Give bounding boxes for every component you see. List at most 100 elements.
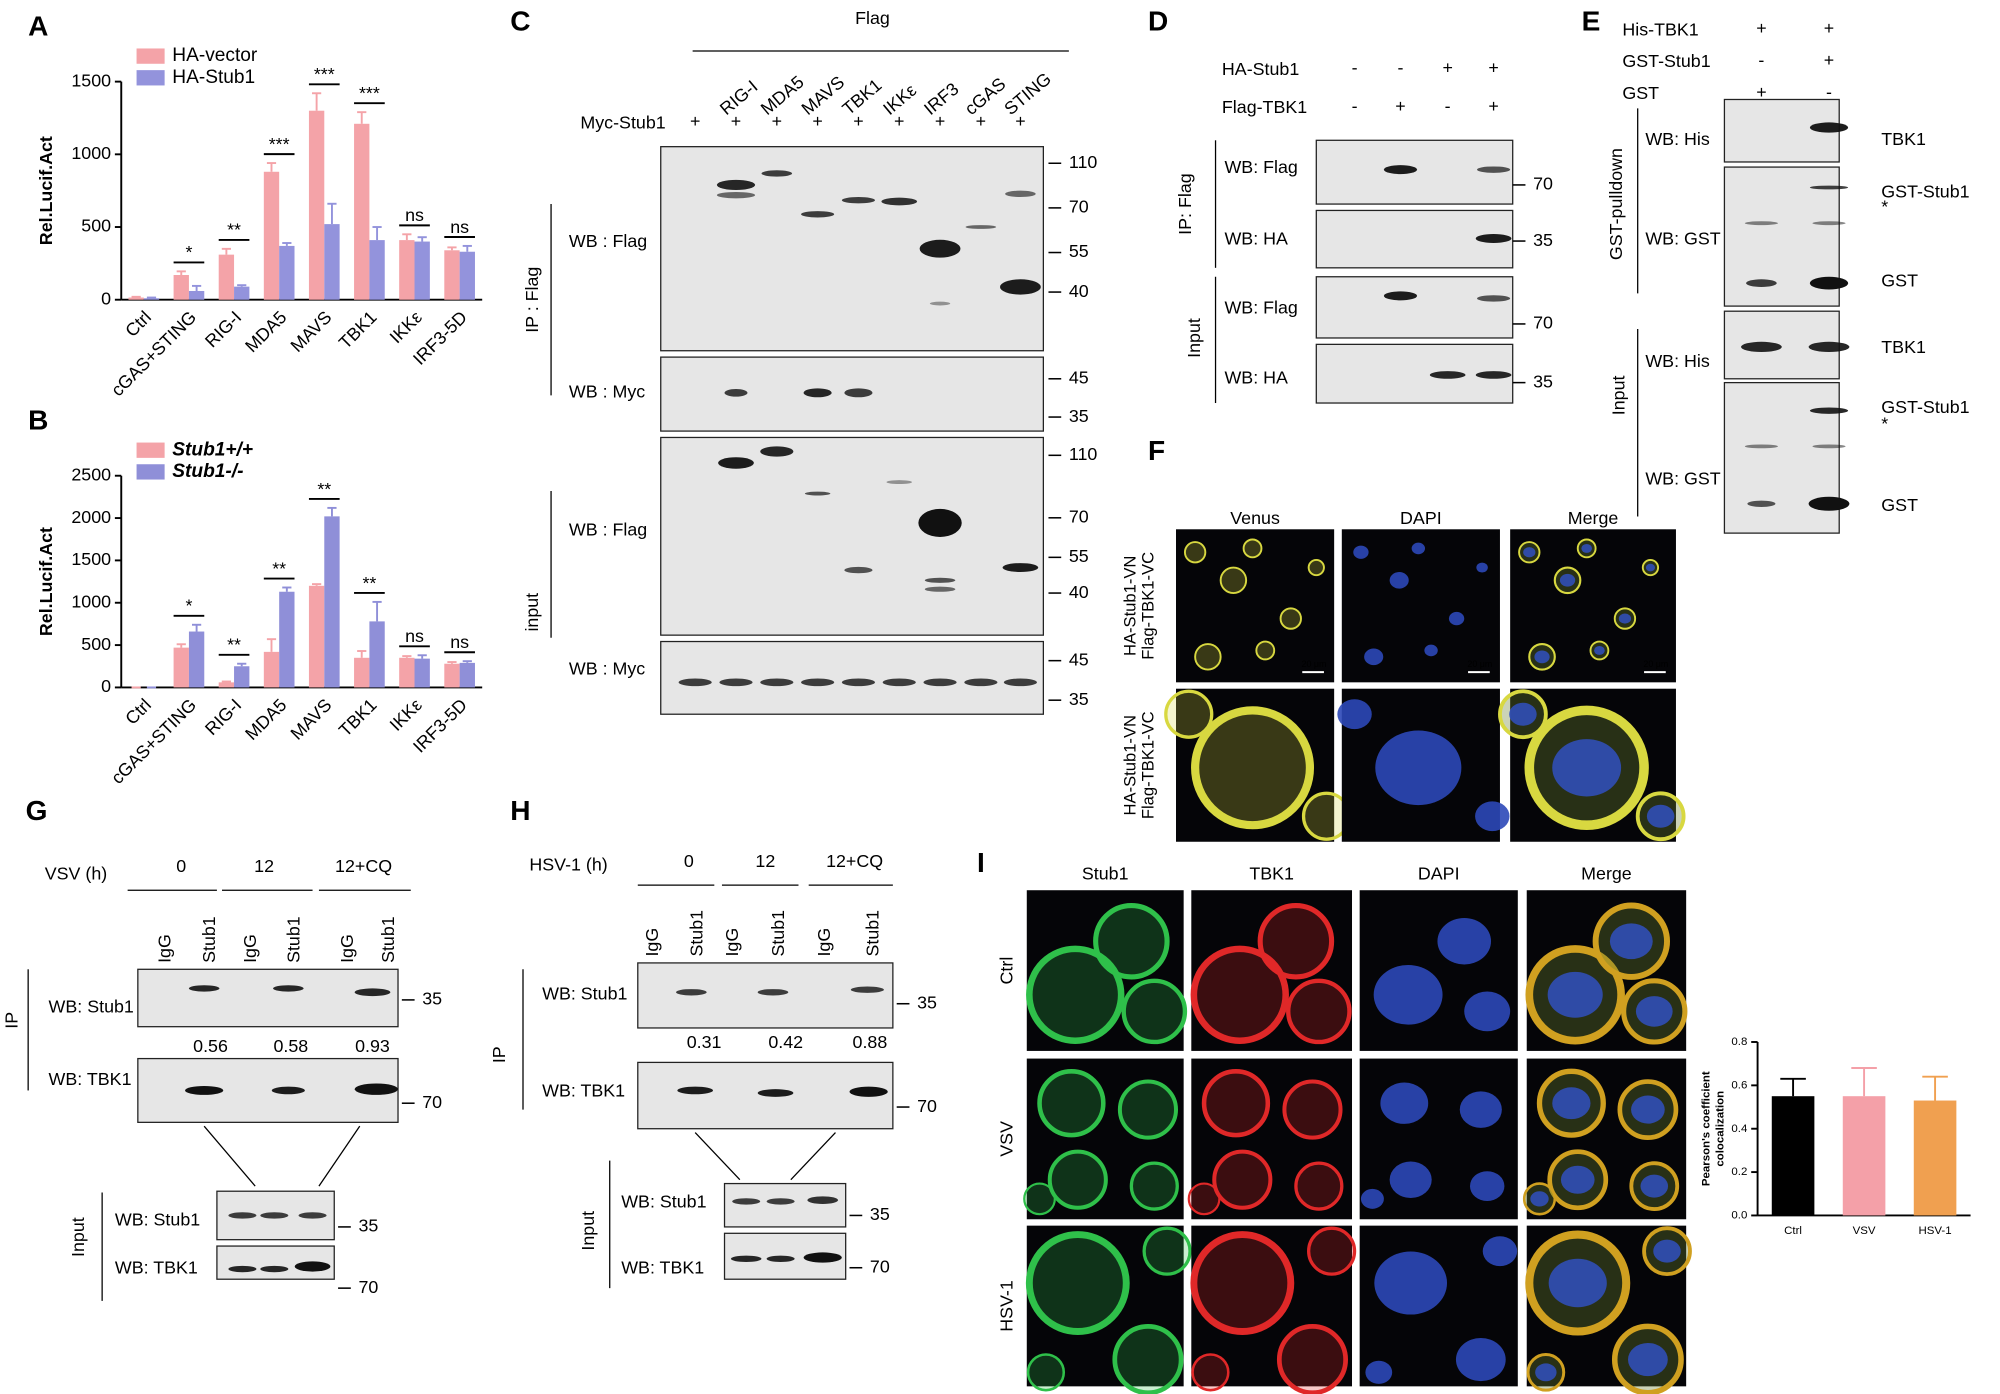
mw-marker: 70 (1533, 313, 1553, 333)
group: 12+CQ (826, 851, 883, 871)
significance: ns (405, 205, 424, 225)
nucleus (1594, 645, 1605, 655)
lane-label: IgG (155, 934, 175, 963)
plus: + (1015, 111, 1025, 131)
significance: ** (227, 220, 241, 240)
group-label: IP: Flag (1175, 173, 1195, 234)
ratio: 0.56 (193, 1036, 228, 1056)
band (228, 1212, 257, 1219)
band (886, 480, 912, 485)
y-tick-label: 2000 (71, 507, 111, 527)
row-label: His-TBK1 (1622, 19, 1698, 39)
nucleus (1353, 545, 1369, 559)
x-tick-label: RIG-I (201, 307, 245, 351)
band (804, 491, 831, 496)
blot-label: WB : Flag (569, 231, 647, 251)
band (924, 586, 956, 592)
bar (218, 682, 235, 688)
cell (1112, 1324, 1184, 1394)
bar (279, 245, 295, 300)
band (676, 989, 707, 996)
cell (1187, 1182, 1221, 1216)
sign: + (1756, 82, 1766, 102)
mw-marker: 110 (1069, 444, 1098, 464)
x-tick-label: IKKε (386, 307, 426, 347)
cell (1219, 566, 1248, 595)
scale-bar-label: 20 μm (1643, 659, 1668, 669)
band (1809, 276, 1849, 290)
lane-label: MDA5 (757, 72, 808, 119)
cell (1286, 978, 1352, 1045)
legend-label: Stub1-/- (172, 461, 243, 482)
row-label: Myc-Stub1 (580, 112, 665, 132)
band (1809, 185, 1849, 190)
plus: + (935, 111, 945, 131)
bar (369, 240, 385, 300)
cell (1276, 1324, 1348, 1394)
nucleus (1380, 1082, 1429, 1124)
row-label: Flag-TBK1-VC (1139, 711, 1158, 819)
scale-bar-label: 20 μm (1302, 659, 1327, 669)
bar (324, 224, 340, 300)
band-label: GST (1881, 495, 1918, 515)
group-label: input (522, 593, 542, 632)
band (850, 986, 884, 993)
bar (354, 657, 370, 688)
connector (790, 1132, 836, 1181)
mw-marker: 55 (1069, 241, 1089, 261)
row-label: VSV (996, 1121, 1016, 1157)
cell (1025, 1231, 1130, 1335)
sign: + (1488, 58, 1498, 78)
significance: *** (269, 134, 290, 154)
nucleus (1411, 542, 1426, 555)
bar (234, 666, 250, 688)
blot (637, 962, 894, 1029)
band (757, 1089, 794, 1097)
nucleus (1523, 547, 1536, 558)
ratio: 0.31 (687, 1032, 722, 1052)
nucleus (1365, 1360, 1393, 1384)
y-axis-label: colocalization (1715, 1091, 1727, 1167)
band (1808, 496, 1850, 511)
blot-label: WB : Myc (569, 658, 645, 678)
y-tick-label: 500 (81, 634, 111, 654)
blot (660, 436, 1045, 636)
significance: ** (272, 558, 286, 578)
plus: + (894, 111, 904, 131)
bar (444, 663, 460, 688)
legend-label: HA-vector (172, 45, 258, 66)
nucleus (1448, 611, 1465, 626)
nucleus (1534, 650, 1550, 664)
micrograph (1191, 1225, 1353, 1387)
y-tick-label: 1000 (71, 591, 111, 611)
y-tick-label: 0.4 (1731, 1123, 1748, 1135)
row-label: Ctrl (996, 957, 1016, 985)
y-axis-label: Pearson's coefficient (1701, 1071, 1713, 1186)
bar (324, 516, 340, 688)
bar (188, 631, 205, 688)
legend-swatch (136, 70, 165, 86)
band (801, 678, 835, 687)
sign: - (1445, 96, 1451, 116)
band (1000, 279, 1041, 295)
bar (444, 250, 460, 300)
micrograph (1026, 1225, 1184, 1387)
x-tick-label: RIG-I (201, 695, 245, 739)
mw-marker: 35 (870, 1204, 890, 1224)
cell (1047, 1149, 1108, 1210)
nucleus (1364, 648, 1384, 666)
blot-label: WB: Stub1 (49, 996, 134, 1016)
cell (1282, 1079, 1343, 1140)
significance: ns (405, 626, 424, 646)
blot-label: WB: TBK1 (49, 1069, 132, 1089)
blot (1723, 381, 1840, 534)
significance: ** (362, 573, 376, 593)
band (841, 678, 876, 687)
y-tick-label: 0.0 (1731, 1209, 1747, 1221)
cell (1190, 945, 1289, 1044)
legend-swatch (136, 464, 165, 480)
nucleus (1640, 1174, 1669, 1198)
column-header: TBK1 (1249, 864, 1294, 884)
lane-label: Stub1 (283, 916, 303, 963)
band (766, 1198, 795, 1205)
